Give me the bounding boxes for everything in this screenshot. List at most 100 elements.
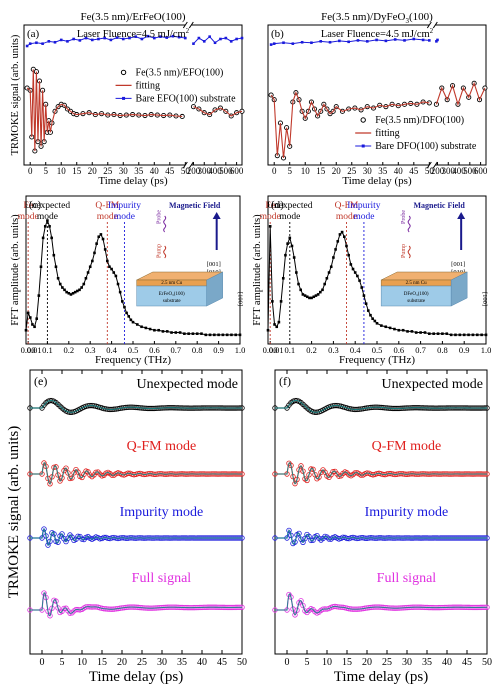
x-tick-label: 30 xyxy=(119,166,129,176)
data-point xyxy=(347,253,350,257)
data-point xyxy=(47,538,53,545)
data-point xyxy=(384,471,390,477)
data-point xyxy=(240,36,244,40)
data-point xyxy=(428,39,431,42)
x-tick-label: 0 xyxy=(285,657,290,668)
data-point xyxy=(403,39,406,42)
x-tick-label: 35 xyxy=(134,166,144,176)
axis-break-bottom xyxy=(185,163,192,167)
data-point xyxy=(55,539,61,545)
plot-frame xyxy=(29,369,243,655)
data-point xyxy=(310,41,313,45)
data-point xyxy=(414,331,418,334)
inset-film-label: 2.5 nm Cu xyxy=(406,281,427,286)
data-point xyxy=(208,333,212,337)
data-point xyxy=(76,289,79,293)
mode-fit xyxy=(30,400,243,413)
inset-substrate-label: substrate xyxy=(407,299,426,304)
x-tick-label: 40 xyxy=(394,166,404,176)
data-point xyxy=(78,288,81,292)
x-tick-label: 35 xyxy=(177,657,187,668)
data-point xyxy=(174,331,178,334)
plot-frame xyxy=(23,24,243,166)
pump-wave xyxy=(163,245,167,259)
y-axis-label: TRMOKE signal (arb. units) xyxy=(10,34,21,155)
data-point xyxy=(59,531,65,537)
field-arrow-head xyxy=(457,212,466,219)
data-point xyxy=(144,326,148,330)
data-point xyxy=(31,323,34,326)
data-point xyxy=(46,219,49,222)
legend-label: Bare DFO(100) substrate xyxy=(375,141,477,152)
data-point xyxy=(165,36,169,39)
data-point xyxy=(304,477,310,484)
data-point xyxy=(286,242,289,245)
series-line xyxy=(435,81,486,107)
mode-label: Impurity xyxy=(347,201,380,211)
data-point xyxy=(152,36,156,40)
data-point xyxy=(72,37,75,41)
inset-probe-label: Probe xyxy=(401,210,407,224)
inset-substrate-label: ErFeO₃(100) xyxy=(159,292,185,297)
data-point xyxy=(53,464,59,470)
data-point xyxy=(35,317,38,320)
x-tick-label: 25 xyxy=(347,166,357,176)
x-tick-label: 0 xyxy=(28,166,33,176)
data-point xyxy=(61,286,64,289)
panel-label: (e) xyxy=(34,374,47,388)
data-point xyxy=(441,332,444,335)
x-tick-label: 40 xyxy=(150,166,160,176)
data-point xyxy=(35,41,38,45)
mode-label: Unexpected mode xyxy=(382,377,483,392)
slab-side xyxy=(206,271,223,307)
data-point xyxy=(475,333,479,337)
mode-label: Q-FM xyxy=(335,201,359,211)
x-tick-label: 15 xyxy=(97,657,107,668)
series-line xyxy=(270,91,430,159)
data-point xyxy=(288,236,292,240)
series-line xyxy=(193,35,243,45)
x-tick-label: 0.4 xyxy=(350,345,361,355)
data-point xyxy=(300,468,306,474)
mode-fit xyxy=(275,400,488,413)
axis-break-mark xyxy=(182,21,194,29)
data-point xyxy=(140,37,144,41)
x-tick-label: 15 xyxy=(72,166,82,176)
x-tick-label: 0.2 xyxy=(63,345,74,355)
x-tick-label: 200 xyxy=(431,166,445,176)
data-point xyxy=(41,236,45,240)
data-point xyxy=(286,527,292,534)
x-tick-label: 600 xyxy=(474,166,488,176)
legend-marker xyxy=(360,117,366,123)
data-point xyxy=(131,320,135,324)
data-point xyxy=(316,293,320,296)
data-point xyxy=(84,36,88,40)
data-point xyxy=(234,333,238,337)
data-point xyxy=(165,330,169,333)
y-axis-label: FFT amplitude (arb. units) xyxy=(252,214,263,326)
data-point xyxy=(375,38,378,42)
legend-label: fitting xyxy=(136,80,160,91)
data-point xyxy=(384,39,388,43)
data-point xyxy=(221,333,225,337)
data-point xyxy=(56,276,60,280)
mode-fit xyxy=(275,592,488,616)
data-point xyxy=(384,325,388,329)
mode-label: Q-FM mode xyxy=(127,439,197,454)
x-tick-label: 0.4 xyxy=(106,345,117,355)
data-point xyxy=(292,256,296,259)
data-point xyxy=(292,480,298,487)
x-axis-label: Time delay (ps) xyxy=(98,175,168,187)
data-point xyxy=(366,309,370,312)
title-part: Fe(3.5 nm)/DyFeO xyxy=(321,11,405,23)
inset-dir: [100] xyxy=(481,292,488,306)
x-tick-label: 45 xyxy=(409,166,419,176)
plot-frame xyxy=(274,369,488,655)
data-point xyxy=(67,475,73,482)
data-point xyxy=(47,613,53,619)
mode-label: Unexpected mode xyxy=(137,377,238,392)
data-point xyxy=(401,328,405,332)
data-point xyxy=(364,302,368,305)
data-point xyxy=(75,469,81,475)
